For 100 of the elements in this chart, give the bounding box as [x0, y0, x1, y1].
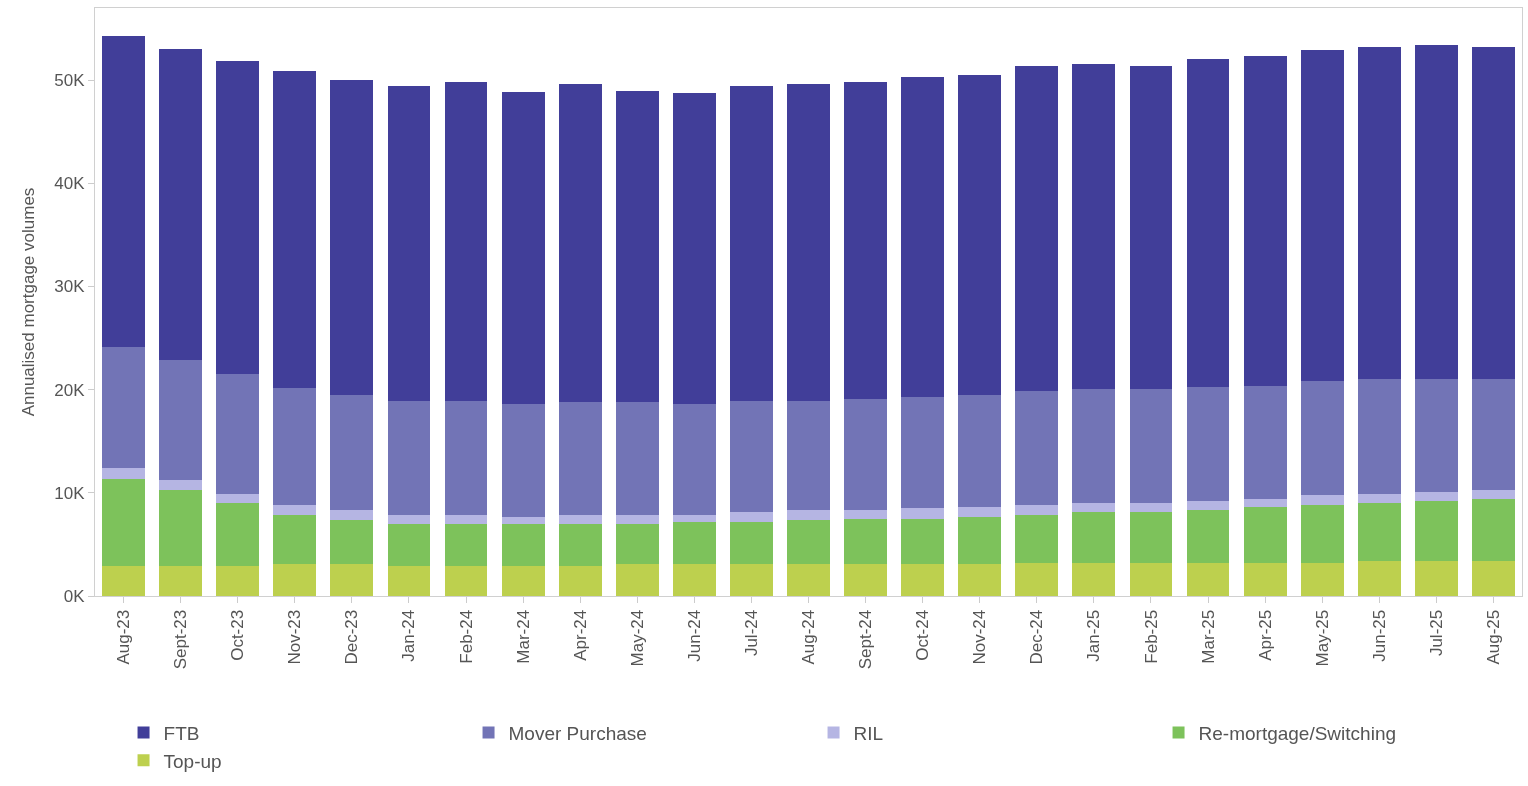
- bar: [615, 514, 659, 524]
- bar: [958, 507, 1002, 517]
- bar: [330, 394, 374, 511]
- bar: [159, 359, 203, 481]
- x-tick-label: Jul-24: [741, 609, 761, 657]
- bar: [1186, 510, 1230, 563]
- bar: [1015, 505, 1059, 515]
- bar: [1015, 65, 1059, 391]
- bar: [1472, 560, 1515, 596]
- bar: [1243, 56, 1287, 386]
- bar: [1243, 385, 1287, 500]
- bar: [1129, 562, 1173, 596]
- x-tick-label: Jan-24: [399, 609, 419, 662]
- bar: [387, 401, 431, 515]
- legend-label: FTB: [163, 722, 200, 744]
- bar: [501, 91, 545, 405]
- x-tick-label: Feb-24: [456, 609, 476, 664]
- bar: [1129, 512, 1173, 563]
- bar: [501, 404, 545, 517]
- bar: [1015, 514, 1059, 563]
- bar: [615, 402, 659, 515]
- bar: [615, 523, 659, 565]
- bar: [1300, 494, 1344, 506]
- x-tick-label: Aug-25: [1483, 609, 1503, 665]
- bar: [1072, 562, 1116, 596]
- legend-label: Re-mortgage/Switching: [1198, 722, 1397, 744]
- bar: [1414, 560, 1458, 596]
- bar: [501, 566, 545, 596]
- x-tick-label: Jan-25: [1084, 609, 1104, 662]
- bar: [1186, 501, 1230, 511]
- bar: [102, 35, 145, 348]
- bar: [1357, 379, 1401, 494]
- bar: [1129, 503, 1173, 513]
- bar: [216, 503, 260, 567]
- bar: [1414, 491, 1458, 502]
- bar: [958, 516, 1002, 565]
- x-tick-label: Oct-23: [228, 609, 248, 661]
- bar: [330, 519, 374, 565]
- bar: [216, 374, 260, 494]
- bar: [102, 468, 145, 480]
- bar: [1129, 388, 1173, 504]
- bar: [102, 566, 145, 596]
- bar: [1243, 562, 1287, 596]
- bar: [844, 82, 887, 399]
- x-tick-label: Feb-25: [1141, 609, 1161, 664]
- bar: [1357, 47, 1401, 380]
- bar: [102, 479, 145, 567]
- bar: [787, 519, 830, 565]
- bar: [387, 86, 431, 402]
- bar: [1072, 388, 1116, 504]
- bar: [787, 84, 830, 402]
- bar: [387, 566, 431, 596]
- x-tick-label: Apr-25: [1255, 609, 1275, 661]
- y-axis-title: Annualised mortgage volumes: [18, 187, 38, 417]
- bar: [901, 508, 945, 519]
- bar: [958, 564, 1002, 596]
- bar: [1186, 386, 1230, 502]
- bar: [1186, 58, 1230, 387]
- bar: [558, 523, 602, 567]
- bar: [844, 518, 887, 565]
- x-tick-label: Jul-25: [1426, 609, 1446, 657]
- bar: [444, 514, 488, 524]
- bar: [501, 516, 545, 524]
- x-tick-label: Dec-23: [342, 609, 362, 665]
- bar: [615, 90, 659, 403]
- bar: [730, 564, 773, 596]
- y-tick-label: 40K: [54, 174, 86, 194]
- y-tick-label: 50K: [54, 71, 86, 91]
- x-tick-label: Nov-24: [970, 609, 990, 665]
- bar: [1472, 489, 1515, 500]
- bar: [1072, 512, 1116, 563]
- bar: [216, 566, 260, 596]
- x-tick-label: Aug-24: [799, 609, 819, 665]
- x-tick-label: Dec-24: [1027, 609, 1047, 665]
- legend-label: RIL: [853, 722, 884, 744]
- bar: [787, 510, 830, 520]
- bar: [216, 60, 260, 375]
- y-tick-label: 10K: [54, 483, 86, 503]
- bar: [1472, 379, 1515, 490]
- bar: [1472, 47, 1515, 380]
- bar: [159, 566, 203, 596]
- bar: [558, 514, 602, 524]
- bar: [730, 401, 773, 513]
- bar: [958, 394, 1002, 508]
- bar: [1186, 562, 1230, 596]
- x-tick-label: May-25: [1312, 609, 1332, 667]
- bar: [1357, 503, 1401, 561]
- x-tick-label: Aug-23: [114, 609, 134, 665]
- bar: [844, 510, 887, 519]
- bar: [844, 398, 887, 511]
- bar: [1357, 560, 1401, 596]
- y-tick-label: 20K: [54, 380, 86, 400]
- bar: [672, 92, 716, 405]
- legend-label: Top-up: [163, 750, 222, 772]
- bar: [1414, 45, 1458, 380]
- legend-label: Mover Purchase: [508, 722, 647, 744]
- bar: [844, 564, 887, 596]
- bar: [387, 523, 431, 567]
- x-tick-label: Mar-25: [1198, 609, 1218, 664]
- bar: [102, 347, 145, 469]
